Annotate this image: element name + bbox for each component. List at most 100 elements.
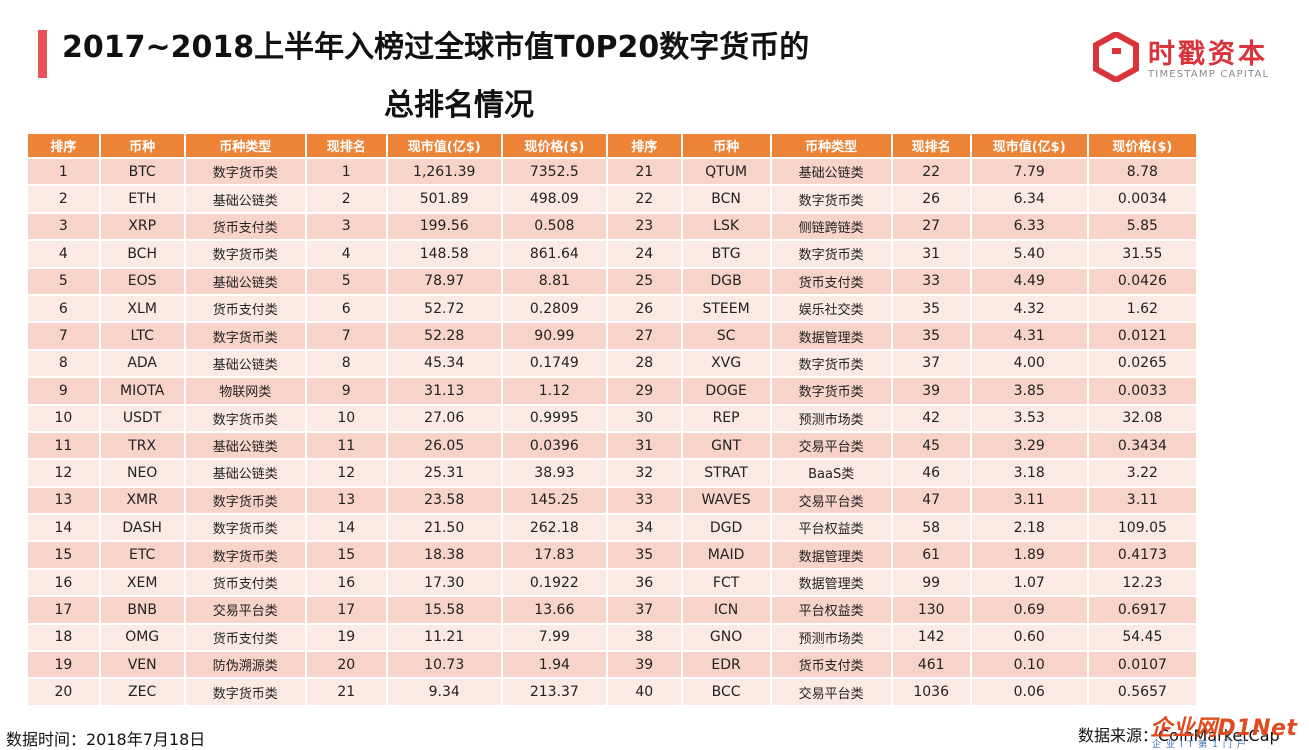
table-cell: 基础公链类 bbox=[185, 186, 305, 212]
table-cell: 9 bbox=[306, 378, 386, 404]
table-cell: 5.85 bbox=[1088, 213, 1196, 240]
table-cell: 基础公链类 bbox=[185, 432, 305, 459]
table-cell: 19 bbox=[28, 652, 99, 678]
table-cell: 4 bbox=[306, 241, 386, 267]
table-cell: ZEC bbox=[100, 679, 184, 705]
table-row: 17 BNB 交易平台类 17 15.58 13.66 37 ICN 平台权益类 130 0.69 0… bbox=[28, 597, 1196, 623]
table-row: 19 VEN 防伪溯源类 20 10.73 1.94 39 EDR 货币支付类 461 0.10 0.… bbox=[28, 652, 1196, 678]
table-cell: 货币支付类 bbox=[185, 569, 305, 596]
table-cell: 10.73 bbox=[387, 652, 501, 678]
table-cell: 0.0121 bbox=[1088, 323, 1196, 349]
table-row: 1 BTC 数字货币类 1 1,261.39 7352.5 21 QTUM 基础公链类 22 7.7… bbox=[28, 159, 1196, 185]
table-cell: 数字货币类 bbox=[185, 542, 305, 568]
table-row: 11 TRX 基础公链类 11 26.05 0.0396 31 GNT 交易平台类 45 3.29 0… bbox=[28, 432, 1196, 459]
table-row: 16 XEM 货币支付类 16 17.30 0.1922 36 FCT 数据管理类 99 1.07 1… bbox=[28, 569, 1196, 596]
table-cell: LTC bbox=[100, 323, 184, 349]
table-cell: 0.06 bbox=[971, 679, 1087, 705]
table-cell: 防伪溯源类 bbox=[185, 652, 305, 678]
table-cell: 90.99 bbox=[502, 323, 606, 349]
table-cell: 861.64 bbox=[502, 241, 606, 267]
table-cell: XRP bbox=[100, 213, 184, 240]
table-cell: BaaS类 bbox=[771, 460, 891, 486]
table-cell: 0.69 bbox=[971, 597, 1087, 623]
table-cell: 36 bbox=[607, 569, 681, 596]
table-cell: 29 bbox=[607, 378, 681, 404]
table-cell: 0.508 bbox=[502, 213, 606, 240]
column-header: 现市值(亿$) bbox=[387, 134, 501, 157]
table-cell: 15 bbox=[306, 542, 386, 568]
table-cell: 2 bbox=[28, 186, 99, 212]
table-row: 14 DASH 数字货币类 14 21.50 262.18 34 DGD 平台权益类 58 2.18… bbox=[28, 515, 1196, 541]
table-cell: 19 bbox=[306, 624, 386, 651]
table-cell: 15.58 bbox=[387, 597, 501, 623]
data-source-note: 数据来源：CoinMarketCap bbox=[1078, 726, 1280, 745]
table-cell: 2.18 bbox=[971, 515, 1087, 541]
table-cell: 11 bbox=[306, 432, 386, 459]
table-cell: 基础公链类 bbox=[185, 460, 305, 486]
table-cell: 142 bbox=[892, 624, 970, 651]
table-cell: 数字货币类 bbox=[771, 186, 891, 212]
table-cell: 货币支付类 bbox=[185, 295, 305, 322]
table-cell: 数字货币类 bbox=[185, 487, 305, 514]
table-cell: SC bbox=[682, 323, 770, 349]
table-cell: GNO bbox=[682, 624, 770, 651]
table-cell: 平台权益类 bbox=[771, 597, 891, 623]
table-cell: 38 bbox=[607, 624, 681, 651]
column-header: 现价格($) bbox=[1088, 134, 1196, 157]
table-cell: 0.2809 bbox=[502, 295, 606, 322]
logo-name-en: TIMESTAMP CAPITAL bbox=[1148, 69, 1270, 80]
table-row: 12 NEO 基础公链类 12 25.31 38.93 32 STRAT BaaS类 46 3.18… bbox=[28, 460, 1196, 486]
table-cell: 数字货币类 bbox=[771, 350, 891, 377]
table-cell: 35 bbox=[892, 323, 970, 349]
table-cell: 8.81 bbox=[502, 268, 606, 294]
table-cell: 4.00 bbox=[971, 350, 1087, 377]
table-cell: 35 bbox=[607, 542, 681, 568]
table-cell: 7352.5 bbox=[502, 159, 606, 185]
table-cell: TRX bbox=[100, 432, 184, 459]
table-cell: 22 bbox=[892, 159, 970, 185]
table-cell: 12 bbox=[28, 460, 99, 486]
table-cell: 1.89 bbox=[971, 542, 1087, 568]
table-cell: 15 bbox=[28, 542, 99, 568]
table-cell: 0.0396 bbox=[502, 432, 606, 459]
table-cell: 46 bbox=[892, 460, 970, 486]
table-cell: 109.05 bbox=[1088, 515, 1196, 541]
table-cell: 0.9995 bbox=[502, 405, 606, 431]
table-cell: 0.0265 bbox=[1088, 350, 1196, 377]
table-cell: 18.38 bbox=[387, 542, 501, 568]
table-cell: 26.05 bbox=[387, 432, 501, 459]
column-header: 币种 bbox=[682, 134, 770, 157]
table-cell: 11 bbox=[28, 432, 99, 459]
table-cell: 27 bbox=[892, 213, 970, 240]
table-cell: 物联网类 bbox=[185, 378, 305, 404]
table-cell: 13 bbox=[28, 487, 99, 514]
table-cell: 461 bbox=[892, 652, 970, 678]
table-cell: 5 bbox=[28, 268, 99, 294]
column-header: 币种 bbox=[100, 134, 184, 157]
table-cell: 262.18 bbox=[502, 515, 606, 541]
table-cell: DASH bbox=[100, 515, 184, 541]
watermark-text: 企业网D1Net bbox=[1150, 716, 1298, 741]
table-cell: 交易平台类 bbox=[771, 679, 891, 705]
table-cell: EOS bbox=[100, 268, 184, 294]
table-cell: 交易平台类 bbox=[771, 432, 891, 459]
table-cell: 9 bbox=[28, 378, 99, 404]
table-cell: 31 bbox=[892, 241, 970, 267]
table-cell: 33 bbox=[607, 487, 681, 514]
table-cell: 货币支付类 bbox=[185, 213, 305, 240]
table-cell: ETH bbox=[100, 186, 184, 212]
table-cell: 17 bbox=[28, 597, 99, 623]
logo-mark-icon bbox=[1093, 32, 1139, 82]
table-row: 18 OMG 货币支付类 19 11.21 7.99 38 GNO 预测市场类 142 0.60 54… bbox=[28, 624, 1196, 651]
table-cell: 1.94 bbox=[502, 652, 606, 678]
column-header: 排序 bbox=[607, 134, 681, 157]
table-cell: EDR bbox=[682, 652, 770, 678]
crypto-ranking-table: 排序 币种 币种类型 现排名 现市值(亿$) 现价格($) 排序 币种 币种类型 现排名 现市值(亿… bbox=[26, 132, 1198, 707]
table-cell: 14 bbox=[28, 515, 99, 541]
table-cell: 3.29 bbox=[971, 432, 1087, 459]
table-cell: DGB bbox=[682, 268, 770, 294]
table-cell: 4.31 bbox=[971, 323, 1087, 349]
table-cell: 数字货币类 bbox=[185, 323, 305, 349]
table-cell: 42 bbox=[892, 405, 970, 431]
page-title: 2017~2018上半年入榜过全球市值T0P20数字货币的 bbox=[62, 30, 810, 65]
